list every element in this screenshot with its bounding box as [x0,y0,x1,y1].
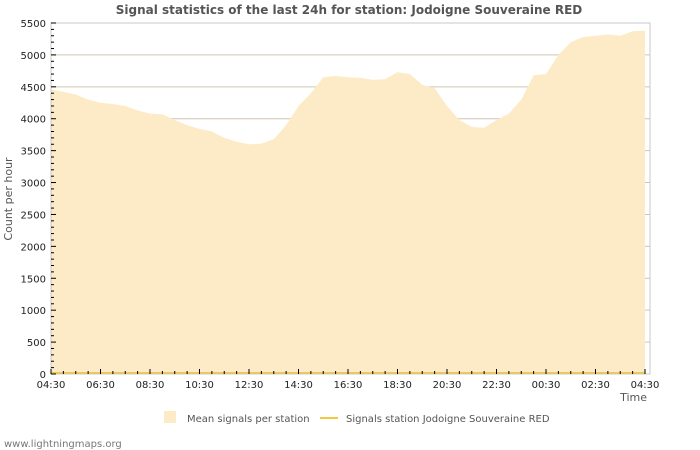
y-tick-label: 5500 [21,19,46,30]
x-tick-label: 08:30 [136,380,165,391]
y-tick-label: 0 [40,370,46,381]
x-tick-label: 06:30 [86,380,115,391]
y-tick-label: 5000 [21,51,46,62]
y-tick-label: 1000 [21,306,46,317]
y-axis: 0 500 1000 1500 2000 2500 3000 3500 4000 4500 5000… [21,19,56,381]
x-tick-label: 04:30 [37,380,66,391]
x-tick-label: 12:30 [235,380,264,391]
plot-frame [50,22,651,375]
y-tick-label: 3500 [21,147,46,158]
x-axis-label: Time [619,391,647,404]
x-tick-label: 22:30 [482,380,511,391]
legend-label-station: Signals station Jodoigne Souveraine RED [346,414,550,425]
y-tick-label: 2500 [21,210,46,221]
x-tick-label: 20:30 [433,380,462,391]
x-tick-label: 18:30 [383,380,412,391]
footer-link[interactable]: www.lightningmaps.org [4,439,122,450]
y-tick-label: 4000 [21,115,46,126]
x-tick-label: 14:30 [284,380,313,391]
y-tick-label: 1500 [21,274,46,285]
legend-label-mean: Mean signals per station [187,414,310,425]
x-tick-label: 02:30 [581,380,610,391]
legend: Mean signals per station Signals station… [164,411,550,425]
legend-swatch-area [164,411,176,423]
mean-signals-area [51,30,645,374]
y-axis-label: Count per hour [2,157,15,241]
y-tick-label: 2000 [21,242,46,253]
x-tick-label: 16:30 [334,380,363,391]
y-tick-label: 500 [27,338,46,349]
x-tick-label: 04:30 [631,380,660,391]
y-tick-label: 3000 [21,179,46,190]
x-tick-label: 00:30 [532,380,561,391]
x-tick-label: 10:30 [185,380,214,391]
y-tick-label: 4500 [21,83,46,94]
chart-title: Signal statistics of the last 24h for st… [116,3,583,17]
x-axis: 04:30 06:30 08:30 10:30 12:30 14:30 16:30 18:30… [37,369,660,391]
